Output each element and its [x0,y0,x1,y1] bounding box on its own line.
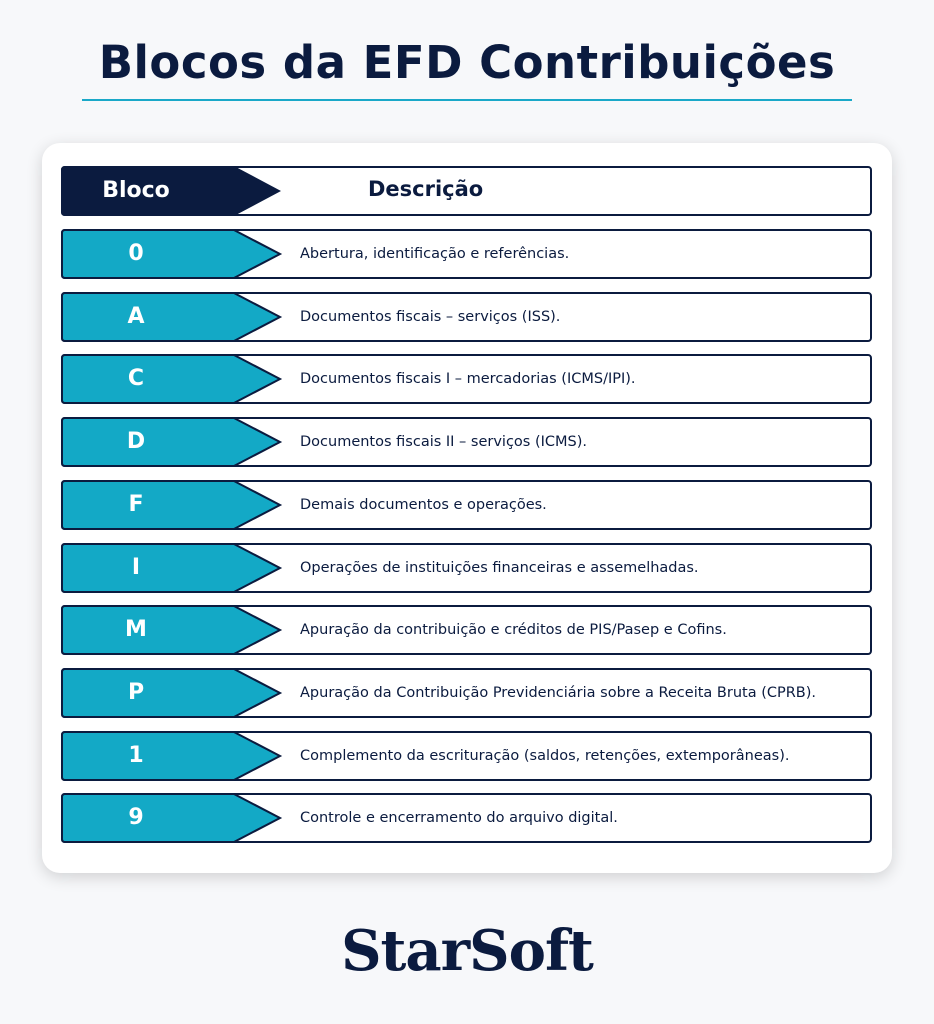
table-row: P Apuração da Contribuição Previdenciária… [61,667,872,718]
block-tag-shape [61,605,283,656]
block-code: D [126,429,146,455]
table-header: Bloco Descrição [61,166,872,216]
block-tag-shape [61,793,283,844]
table-row: 9 Controle e encerramento do arquivo digi… [61,793,872,844]
block-code: M [125,617,147,643]
table-row: M Apuração da contribuição e créditos de … [61,605,872,656]
table-row: 1 Complemento da escrituração (saldos, re… [61,730,872,781]
starsoft-logo: StarSoft [341,918,594,984]
block-tag-shape [61,229,283,279]
block-description: Complemento da escrituração (saldos, ret… [300,747,790,764]
page-title: Blocos da EFD Contribuições [98,36,836,89]
block-code: I [131,554,141,580]
block-code: C [127,366,145,392]
block-tag-shape [61,667,283,718]
block-description: Apuração da contribuição e créditos de P… [300,622,727,639]
block-description: Documentos fiscais – serviços (ISS). [300,308,561,325]
block-code: 9 [128,805,144,831]
table-row: A Documentos fiscais – serviços (ISS). [61,291,872,342]
block-description: Apuração da Contribuição Previdenciária … [300,684,817,701]
block-code: P [127,679,145,705]
block-description: Controle e encerramento do arquivo digit… [300,810,618,827]
block-tag-shape [61,479,283,530]
table-row: F Demais documentos e operações. [61,479,872,530]
table-row: C Documentos fiscais I – mercadorias (ICM… [61,354,872,405]
block-description: Demais documentos e operações. [300,496,547,513]
block-code: 1 [128,742,144,768]
block-tag-shape [61,730,283,781]
table-row: I Operações de instituições financeiras e… [61,542,872,593]
title-underline [82,99,852,101]
block-code: F [128,491,144,517]
table-row: 0 Abertura, identificação e referências. [61,229,872,279]
table-row: D Documentos fiscais II – serviços (ICMS)… [61,417,872,468]
block-description: Operações de instituições financeiras e … [300,559,699,576]
block-description: Documentos fiscais I – mercadorias (ICMS… [300,371,636,388]
block-tag-shape [61,542,283,593]
header-tag-shape [61,166,281,216]
block-tag-shape [61,417,283,468]
block-description: Documentos fiscais II – serviços (ICMS). [300,434,588,451]
header-description-label: Descrição [368,177,484,201]
block-code: A [127,303,145,329]
block-description: Abertura, identificação e referências. [300,246,570,262]
header-code-label: Bloco [102,178,170,203]
block-tag-shape [61,354,283,405]
block-code: 0 [128,241,144,266]
block-tag-shape [61,291,283,342]
